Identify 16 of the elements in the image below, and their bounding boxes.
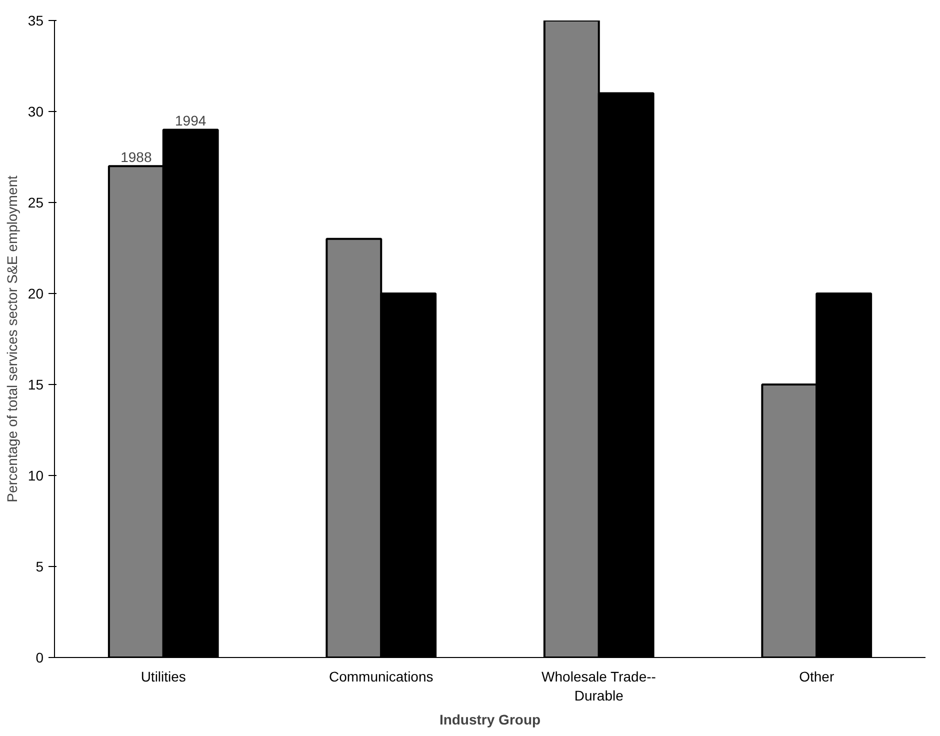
y-tick-label: 5	[36, 558, 44, 574]
y-tick-label: 0	[36, 650, 44, 666]
y-tick-label: 30	[28, 104, 44, 120]
y-tick-label: 15	[28, 376, 44, 392]
x-tick-label: Other	[799, 668, 834, 684]
y-tick-label: 25	[28, 194, 44, 210]
x-tick-label: Wholesale Trade-- Durable	[542, 668, 656, 704]
x-axis-title: Industry Group	[439, 712, 541, 728]
x-tick-label: Utilities	[140, 668, 186, 684]
y-axis-title: Percentage of total services sector S&E employment	[4, 175, 20, 502]
series-label: 1994	[175, 112, 206, 129]
series-label: 1988	[120, 149, 152, 166]
y-tick-label: 35	[28, 12, 44, 28]
y-tick-label: 20	[28, 286, 44, 302]
y-tick-label: 10	[28, 468, 44, 484]
x-tick-label: Communications	[328, 668, 434, 684]
